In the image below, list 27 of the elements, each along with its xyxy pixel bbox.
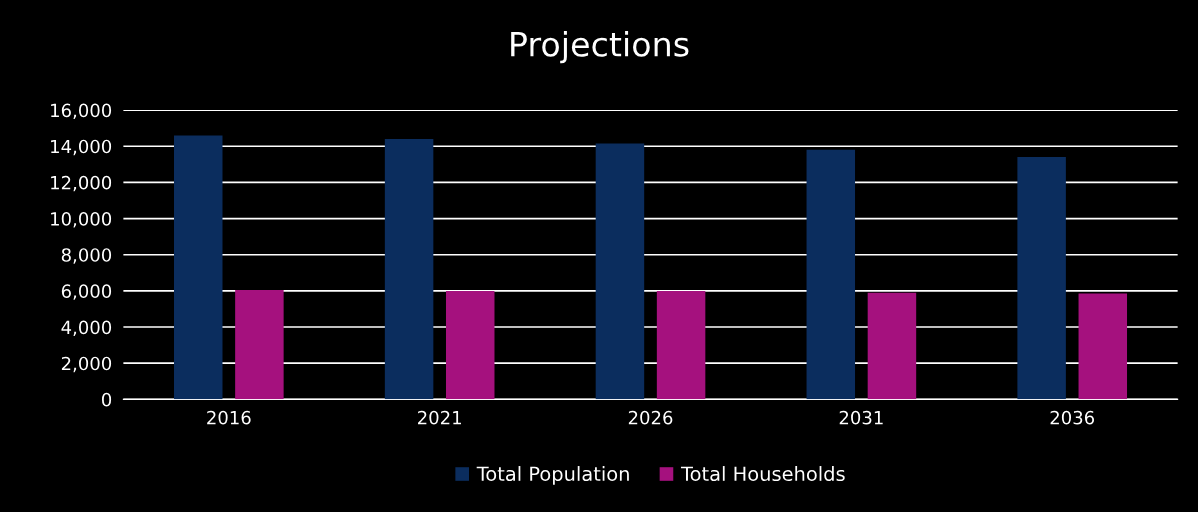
legend-label: Total Population: [476, 466, 629, 485]
y-tick-label: 10,000: [51, 212, 112, 228]
x-tick-label: 2031: [839, 410, 883, 425]
y-tick-label: 12,000: [51, 175, 112, 192]
x-tick-label: 2016: [207, 410, 251, 425]
legend-label: Total Households: [680, 466, 845, 482]
y-tick-label: 2,000: [61, 356, 112, 373]
bar: [867, 292, 917, 400]
y-tick-label: 14,000: [51, 139, 112, 156]
bar: [656, 290, 706, 400]
bar: [595, 143, 645, 400]
x-tick-label: 2026: [628, 410, 673, 425]
chart-title: Projections: [511, 30, 689, 64]
y-tick-label: 4,000: [61, 320, 112, 336]
bar: [235, 289, 284, 400]
y-tick-label: 8,000: [61, 248, 112, 264]
x-tick-label: 2036: [1050, 410, 1095, 425]
x-tick-label: 2021: [418, 410, 461, 425]
bar: [806, 149, 856, 400]
y-tick-label: 16,000: [51, 103, 112, 120]
y-tick-label: 6,000: [61, 284, 112, 300]
bar: [174, 135, 223, 400]
bar: [1078, 293, 1128, 400]
bar: [445, 290, 495, 400]
bar: [384, 139, 434, 400]
y-tick-label: 0: [101, 392, 112, 407]
bar: [1017, 157, 1066, 400]
